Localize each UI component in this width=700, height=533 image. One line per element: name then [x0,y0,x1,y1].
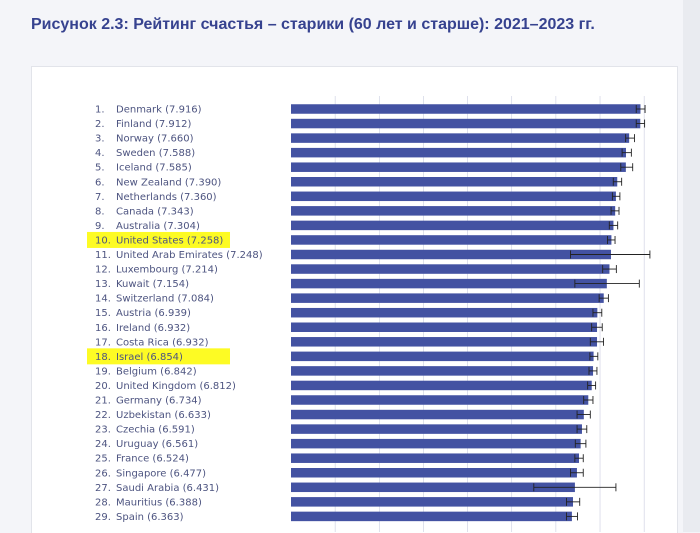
country-label: Netherlands (7.360) [116,192,217,203]
country-label: Ireland (6.932) [116,323,190,334]
highlight-box [87,231,230,248]
rank-label: 25. [95,454,111,465]
rank-label: 4. [95,148,105,159]
country-label: Germany (6.734) [116,396,202,407]
rank-label: 13. [95,279,111,290]
rank-label: 14. [95,294,111,305]
rank-label: 17. [95,337,111,348]
bar [291,307,598,318]
rank-label: 24. [95,439,111,450]
bar [291,511,572,522]
error-bars [533,105,651,521]
rank-label: 27. [95,483,111,494]
bars [291,104,641,522]
bar [291,482,575,493]
bar [291,235,612,245]
bar [291,395,589,405]
rank-label: 2. [95,119,105,130]
rank-label: 20. [95,381,111,392]
country-label: Switzerland (7.084) [116,294,214,305]
bar [291,497,574,507]
country-label: Norway (7.660) [116,134,194,145]
bar [291,147,626,158]
bar [291,453,580,463]
country-label: Belgium (6.842) [116,366,197,377]
rank-label: 29. [95,512,111,523]
bar [291,366,594,376]
rank-label: 28. [95,497,111,508]
rank-label: 7. [95,192,105,203]
rank-label: 15. [95,308,111,319]
country-label: Denmark (7.916) [116,105,202,116]
country-label: New Zealand (7.390) [116,177,221,188]
bar [291,220,614,231]
rank-label: 22. [95,410,111,421]
bar [291,177,618,187]
country-label: Iceland (7.585) [116,163,192,174]
bar [291,409,584,420]
country-label: Uzbekistan (6.633) [116,410,211,421]
rank-label: 23. [95,425,111,436]
bar [291,322,598,332]
rank-label: 10. [95,235,111,246]
highlights [87,231,230,365]
bar [291,278,607,289]
country-label: Singapore (6.477) [116,468,206,479]
bar [291,118,641,129]
rank-label: 11. [95,250,111,261]
bar [291,104,641,114]
rank-label: 26. [95,468,111,479]
rank-label: 9. [95,221,105,232]
country-label: France (6.524) [116,454,189,465]
bar [291,337,598,347]
country-label: Spain (6.363) [116,512,184,523]
country-label: Czechia (6.591) [116,425,195,436]
chart-title: Рисунок 2.3: Рейтинг счастья – старики (… [31,16,595,33]
highlight-box [87,348,230,365]
bar [291,293,604,303]
country-label: Costa Rica (6.932) [116,337,209,348]
rank-label: 5. [95,163,105,174]
country-label: Saudi Arabia (6.431) [116,483,219,494]
rank-label: 8. [95,206,105,217]
labels: 1. Denmark (7.916) 2. Finland (7.912) 3. Norw… [95,105,263,523]
rank-label: 18. [95,352,111,363]
country-label: Canada (7.343) [116,206,194,217]
country-label: Finland (7.912) [116,119,191,130]
bar [291,438,581,449]
bar [291,162,626,172]
bar [291,351,594,362]
bar [291,424,582,434]
page-edge [683,0,700,532]
country-label: United Arab Emirates (7.248) [116,250,263,261]
rank-label: 3. [95,134,105,145]
bar [291,249,611,260]
rank-label: 16. [95,323,111,334]
bar [291,380,592,391]
bar [291,264,610,274]
rank-label: 1. [95,105,105,116]
country-label: Australia (7.304) [116,221,200,232]
country-label: Mauritius (6.388) [116,497,202,508]
country-label: Kuwait (7.154) [116,279,189,290]
rank-label: 12. [95,265,111,276]
rank-label: 19. [95,366,111,377]
country-label: Uruguay (6.561) [116,439,198,450]
rank-label: 21. [95,396,111,407]
country-label: Israel (6.854) [116,352,183,363]
country-label: Austria (6.939) [116,308,191,319]
bar [291,206,616,216]
country-label: United Kingdom (6.812) [116,381,236,392]
bar [291,133,630,143]
bar [291,468,577,478]
rank-label: 6. [95,177,105,188]
country-label: United States (7.258) [116,235,223,246]
bar [291,191,616,202]
country-label: Sweden (7.588) [116,148,195,159]
country-label: Luxembourg (7.214) [116,265,218,276]
